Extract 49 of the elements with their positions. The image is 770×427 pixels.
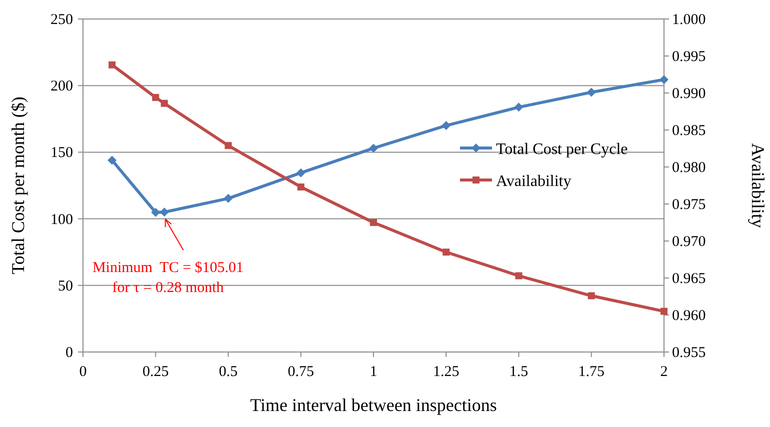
- point: [160, 100, 168, 107]
- legend-label: Availability: [496, 173, 572, 190]
- x-tick-label: 2: [660, 364, 668, 380]
- y-tick-label: 50: [58, 278, 73, 294]
- y2-tick-label: 0.985: [672, 123, 706, 139]
- point: [369, 144, 378, 153]
- point: [514, 102, 524, 112]
- point: [108, 61, 116, 68]
- y2-tick-label: 0.975: [672, 197, 706, 213]
- point: [297, 183, 304, 190]
- point: [224, 142, 232, 150]
- point: [108, 156, 117, 165]
- x-tick-label: 1.75: [578, 364, 604, 380]
- y-tick-label: 250: [50, 12, 73, 28]
- y2-tick-label: 0.965: [672, 271, 706, 287]
- x-tick-label: 0.75: [288, 364, 314, 380]
- y-tick-label: 100: [50, 212, 73, 228]
- annotation: Minimum TC = $105.01 for τ = 0.28 month: [92, 260, 244, 296]
- y-tick-label: 200: [50, 78, 73, 95]
- point: [152, 94, 160, 101]
- point: [224, 194, 233, 203]
- point: [660, 75, 668, 84]
- y2-tick-label: 0.995: [672, 49, 706, 65]
- y2-tick-label: 0.955: [672, 345, 706, 361]
- point: [296, 168, 306, 178]
- y2-tick-label: 0.960: [672, 308, 706, 324]
- x-tick-label: 1.25: [433, 364, 460, 380]
- x-tick-label: 1: [370, 364, 378, 380]
- y2-tick-label: 0.970: [672, 234, 706, 250]
- x-tick-label: 0.5: [218, 364, 238, 380]
- legend-label: Total Cost per Cycle: [496, 141, 628, 158]
- point: [515, 272, 522, 280]
- point: [660, 308, 668, 315]
- y2-axis-title: Availability: [748, 143, 768, 228]
- point: [370, 219, 377, 226]
- x-tick-label: 1.5: [509, 364, 528, 380]
- point: [586, 88, 596, 97]
- point: [442, 248, 450, 256]
- point: [588, 292, 595, 300]
- y2-tick-label: 0.980: [672, 160, 706, 176]
- x-tick-label: 0: [79, 364, 87, 380]
- y2-tick-label: 1.000: [672, 12, 706, 28]
- y-tick-label: 150: [50, 145, 73, 162]
- point: [442, 121, 451, 130]
- x-axis-title: Time interval between inspections: [250, 395, 497, 415]
- y-tick-label: 0: [66, 345, 73, 361]
- y2-tick-label: 0.990: [672, 86, 706, 102]
- x-tick-label: 0.25: [142, 364, 169, 380]
- y-axis-title: Total Cost per month ($): [8, 96, 28, 274]
